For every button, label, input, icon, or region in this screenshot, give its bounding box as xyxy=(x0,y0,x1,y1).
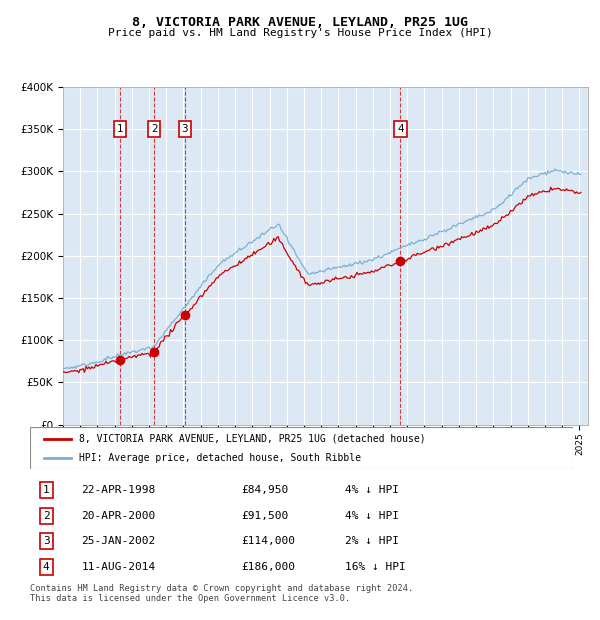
Text: 4% ↓ HPI: 4% ↓ HPI xyxy=(345,485,399,495)
Text: 2: 2 xyxy=(151,124,158,134)
Text: HPI: Average price, detached house, South Ribble: HPI: Average price, detached house, Sout… xyxy=(79,453,361,463)
Text: 16% ↓ HPI: 16% ↓ HPI xyxy=(345,562,406,572)
Text: 22-APR-1998: 22-APR-1998 xyxy=(82,485,156,495)
Text: £114,000: £114,000 xyxy=(242,536,296,546)
Text: 3: 3 xyxy=(43,536,50,546)
Text: 8, VICTORIA PARK AVENUE, LEYLAND, PR25 1UG (detached house): 8, VICTORIA PARK AVENUE, LEYLAND, PR25 1… xyxy=(79,433,425,443)
Text: 1: 1 xyxy=(116,124,123,134)
Text: 4: 4 xyxy=(397,124,404,134)
Text: Contains HM Land Registry data © Crown copyright and database right 2024.
This d: Contains HM Land Registry data © Crown c… xyxy=(30,584,413,603)
Text: 25-JAN-2002: 25-JAN-2002 xyxy=(82,536,156,546)
Text: 2% ↓ HPI: 2% ↓ HPI xyxy=(345,536,399,546)
Text: 8, VICTORIA PARK AVENUE, LEYLAND, PR25 1UG: 8, VICTORIA PARK AVENUE, LEYLAND, PR25 1… xyxy=(132,16,468,29)
Text: 2: 2 xyxy=(43,511,50,521)
Text: 1: 1 xyxy=(43,485,50,495)
FancyBboxPatch shape xyxy=(30,427,573,469)
Text: 4% ↓ HPI: 4% ↓ HPI xyxy=(345,511,399,521)
Text: £84,950: £84,950 xyxy=(242,485,289,495)
Text: £186,000: £186,000 xyxy=(242,562,296,572)
Text: £91,500: £91,500 xyxy=(242,511,289,521)
Text: 4: 4 xyxy=(43,562,50,572)
Text: 11-AUG-2014: 11-AUG-2014 xyxy=(82,562,156,572)
Text: 3: 3 xyxy=(182,124,188,134)
Text: 20-APR-2000: 20-APR-2000 xyxy=(82,511,156,521)
Text: Price paid vs. HM Land Registry's House Price Index (HPI): Price paid vs. HM Land Registry's House … xyxy=(107,28,493,38)
